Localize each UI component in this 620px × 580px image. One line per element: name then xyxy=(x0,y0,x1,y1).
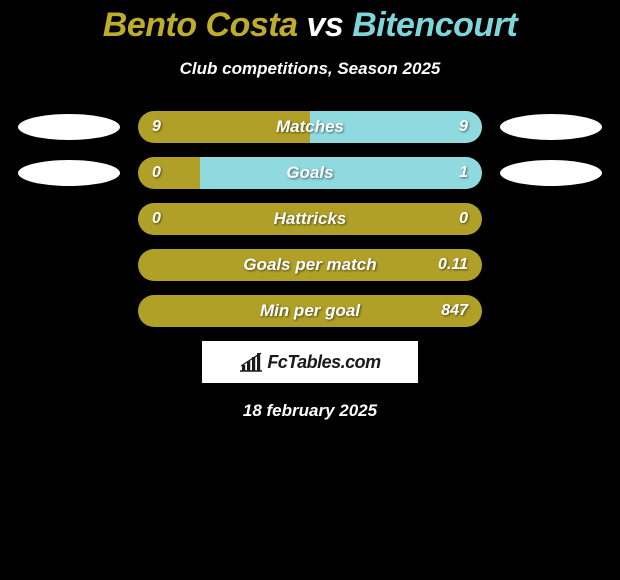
bar-right-fill xyxy=(200,157,482,189)
stat-bar: 0.11 Goals per match xyxy=(138,249,482,281)
oval-placeholder xyxy=(18,298,120,324)
title: Bento Costa vs Bitencourt xyxy=(0,0,620,45)
stat-row: 0.11 Goals per match xyxy=(0,249,620,281)
brand-box: FcTables.com xyxy=(202,341,418,383)
stat-right-value: 847 xyxy=(441,302,468,320)
title-vs: vs xyxy=(306,6,343,44)
stat-label: Min per goal xyxy=(260,301,360,321)
stat-right-value: 1 xyxy=(459,164,468,182)
stat-label: Goals per match xyxy=(243,255,376,275)
stat-row: 0 1 Goals xyxy=(0,157,620,189)
stat-left-value: 9 xyxy=(152,118,161,136)
stat-label: Goals xyxy=(286,163,333,183)
oval-placeholder xyxy=(500,206,602,232)
player1-oval-icon xyxy=(18,114,120,140)
comparison-infographic: Bento Costa vs Bitencourt Club competiti… xyxy=(0,0,620,580)
stat-right-value: 9 xyxy=(459,118,468,136)
stat-bar: 847 Min per goal xyxy=(138,295,482,327)
player2-oval-icon xyxy=(500,160,602,186)
stats-rows: 9 9 Matches 0 1 Goals 0 0 Hattricks 0.11 Goals per… xyxy=(0,111,620,327)
stat-bar: 0 0 Hattricks xyxy=(138,203,482,235)
stat-right-value: 0.11 xyxy=(438,256,468,274)
oval-placeholder xyxy=(18,206,120,232)
stat-row: 9 9 Matches xyxy=(0,111,620,143)
oval-placeholder xyxy=(500,252,602,278)
stat-label: Matches xyxy=(276,117,344,137)
date-text: 18 february 2025 xyxy=(0,401,620,421)
stat-bar: 0 1 Goals xyxy=(138,157,482,189)
stat-row: 0 0 Hattricks xyxy=(0,203,620,235)
stat-label: Hattricks xyxy=(274,209,347,229)
stat-bar: 9 9 Matches xyxy=(138,111,482,143)
stat-row: 847 Min per goal xyxy=(0,295,620,327)
subtitle: Club competitions, Season 2025 xyxy=(0,59,620,79)
player1-oval-icon xyxy=(18,160,120,186)
oval-placeholder xyxy=(500,298,602,324)
oval-placeholder xyxy=(18,252,120,278)
bar-left-fill xyxy=(138,157,200,189)
bar-chart-icon xyxy=(239,352,263,372)
stat-right-value: 0 xyxy=(459,210,468,228)
title-player1: Bento Costa xyxy=(103,6,298,44)
player2-oval-icon xyxy=(500,114,602,140)
stat-left-value: 0 xyxy=(152,210,161,228)
title-player2: Bitencourt xyxy=(352,6,517,44)
stat-left-value: 0 xyxy=(152,164,161,182)
brand-text: FcTables.com xyxy=(267,352,380,373)
